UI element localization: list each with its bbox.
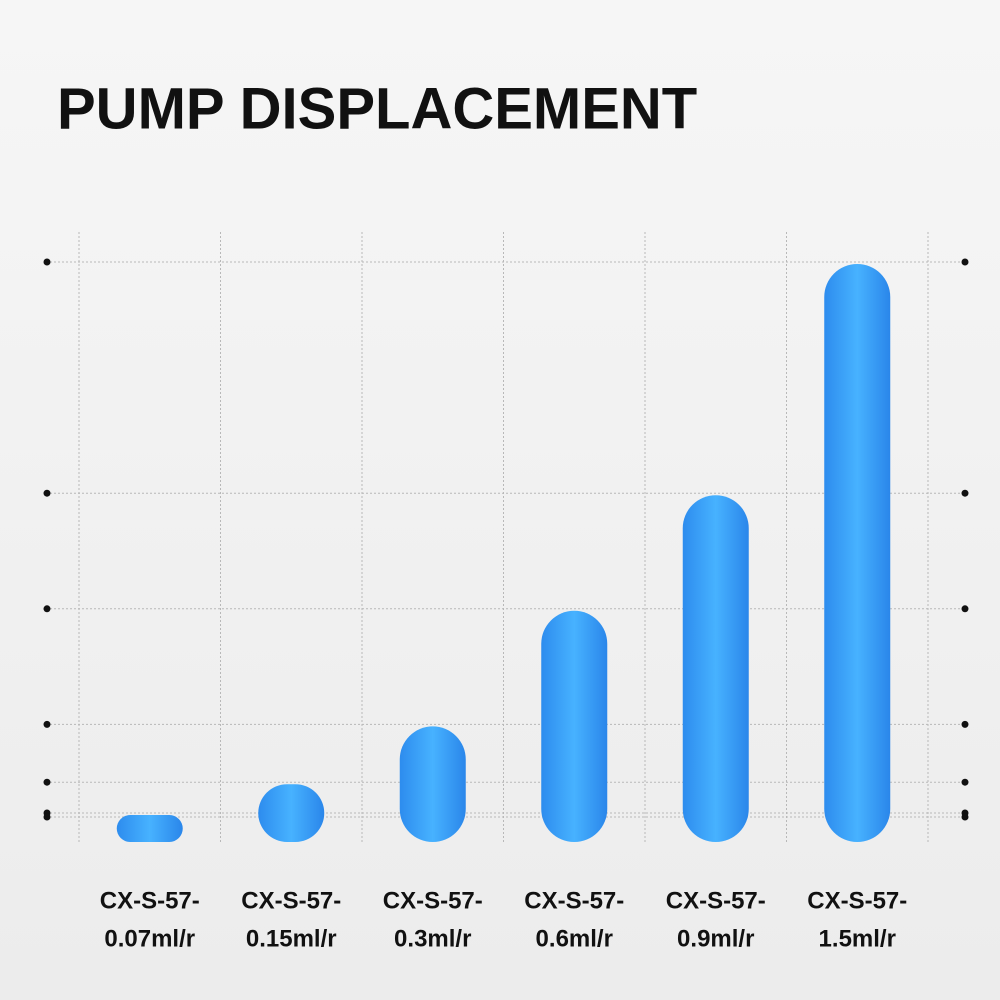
grid-dot <box>43 813 51 821</box>
x-tick-label: 1.5ml/r <box>819 925 896 952</box>
grid-dot <box>961 489 969 497</box>
grid-dot <box>43 489 51 497</box>
x-tick-label: 0.15ml/r <box>246 925 337 952</box>
bar <box>116 815 183 842</box>
grid-dot <box>961 605 969 613</box>
bar <box>258 784 325 842</box>
x-tick-label: CX-S-57- <box>383 887 483 914</box>
x-tick-label: CX-S-57- <box>100 887 200 914</box>
grid-dot <box>43 605 51 613</box>
x-tick-label: CX-S-57- <box>524 887 624 914</box>
grid-dot <box>961 720 969 728</box>
x-tick-label: 0.3ml/r <box>394 925 471 952</box>
grid-dot <box>961 778 969 786</box>
x-tick-label: 0.07ml/r <box>104 925 195 952</box>
x-tick-label: CX-S-57- <box>666 887 766 914</box>
grid-dot <box>43 720 51 728</box>
x-tick-label: CX-S-57- <box>807 887 907 914</box>
chart-title: PUMP DISPLACEMENT <box>57 76 697 141</box>
bar <box>541 610 608 842</box>
grid-dot <box>43 258 51 266</box>
x-tick-label: 0.6ml/r <box>536 925 613 952</box>
x-tick-label: 0.9ml/r <box>677 925 754 952</box>
grid-dot <box>961 813 969 821</box>
bar <box>682 495 749 842</box>
bar <box>824 264 891 842</box>
grid-dot <box>43 778 51 786</box>
x-tick-label: CX-S-57- <box>241 887 341 914</box>
bar <box>399 726 466 842</box>
grid-dot <box>961 258 969 266</box>
